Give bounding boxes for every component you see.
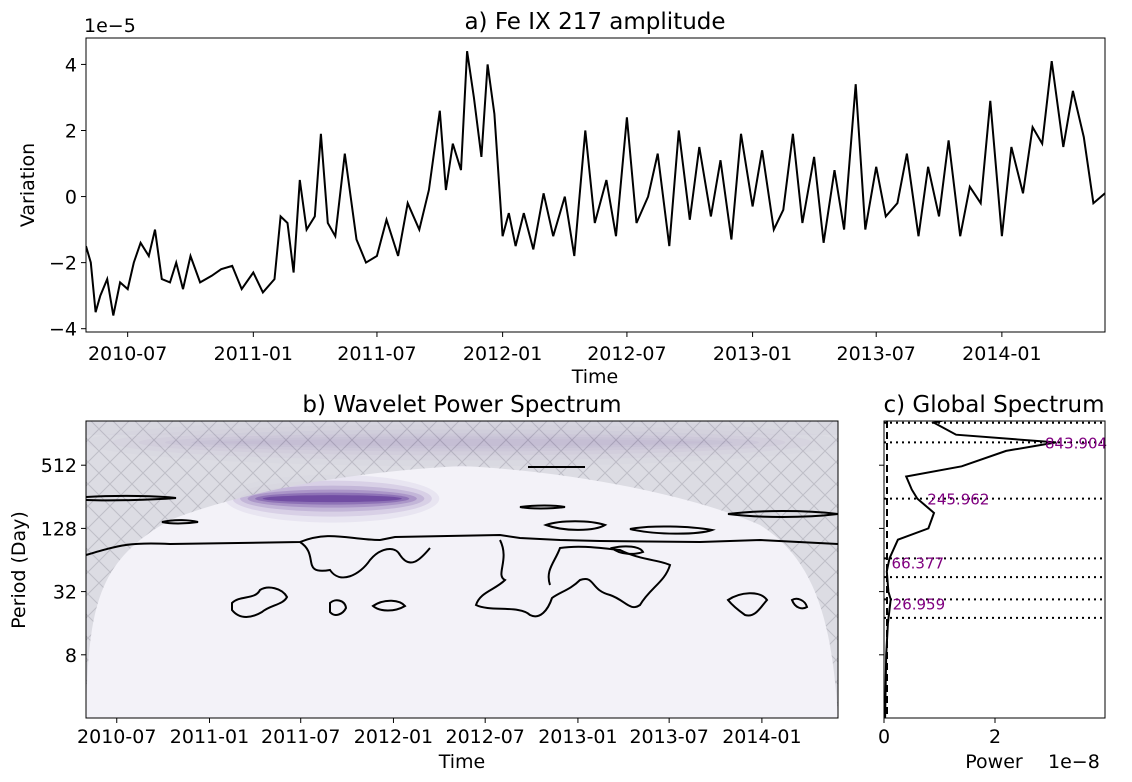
significance-contour bbox=[371, 599, 407, 612]
panel-c-x-label: Power bbox=[965, 751, 1023, 773]
significance-contour bbox=[86, 494, 177, 502]
y-tick-label: 0 bbox=[65, 187, 77, 209]
panel-a-x-label: Time bbox=[571, 366, 619, 388]
y-tick-label: 8 bbox=[65, 645, 77, 667]
x-tick-label: 2014-01 bbox=[722, 726, 801, 748]
panel-a-y-label: Variation bbox=[17, 143, 39, 227]
significance-contour bbox=[519, 504, 566, 510]
x-tick-label: 2011-07 bbox=[261, 726, 340, 748]
power-band-layer bbox=[262, 495, 402, 503]
significance-contour bbox=[86, 533, 838, 556]
global-spectrum-series bbox=[884, 421, 1057, 718]
panel-b-y-ticks: 8 32 128 512 bbox=[41, 455, 86, 667]
significance-contour bbox=[609, 545, 645, 555]
y-tick-label: 512 bbox=[41, 455, 77, 477]
x-tick-label: 2012-07 bbox=[587, 343, 666, 365]
significance-contour bbox=[231, 586, 289, 618]
panel-a-series-line bbox=[86, 51, 1105, 316]
significance-contour bbox=[726, 592, 769, 617]
significance-contour bbox=[161, 519, 199, 525]
y-tick-label: 2 bbox=[65, 120, 77, 142]
x-tick-label: 2013-07 bbox=[837, 343, 916, 365]
x-tick-label: 2011-01 bbox=[214, 343, 293, 365]
cone-of-influence bbox=[86, 421, 838, 718]
panel-a: a) Fe IX 217 amplitude 1e−5 2010-07 2011-… bbox=[17, 9, 1106, 388]
x-tick-label: 2011-01 bbox=[170, 726, 249, 748]
significance-contour bbox=[543, 520, 608, 531]
power-band-layer bbox=[240, 485, 425, 512]
panel-a-axes-frame bbox=[85, 37, 1106, 333]
global-spectrum-line bbox=[884, 421, 1057, 718]
x-tick-label: 2012-01 bbox=[354, 726, 433, 748]
x-tick-label: 2012-07 bbox=[445, 726, 524, 748]
y-tick-label: 32 bbox=[53, 582, 77, 604]
panel-a-offset-text: 1e−5 bbox=[84, 15, 136, 37]
y-tick-label: 4 bbox=[65, 54, 77, 76]
power-band-layer bbox=[255, 492, 410, 505]
significance-contour bbox=[629, 525, 716, 535]
peak-annotation: 66.377 bbox=[892, 554, 945, 572]
x-tick-label: 2013-01 bbox=[713, 343, 792, 365]
panel-b-x-ticks: 2010-07 2011-01 2011-07 2012-01 2012-07 2013-… bbox=[77, 718, 802, 748]
panel-a-title: a) Fe IX 217 amplitude bbox=[464, 9, 725, 35]
panel-a-y-ticks: −4 −2 0 2 4 bbox=[49, 54, 86, 341]
peak-annotation: 26.959 bbox=[893, 595, 946, 613]
power-band-layer bbox=[247, 489, 417, 508]
panel-b: b) Wavelet Power Spectrum bbox=[8, 392, 839, 773]
x-tick-label: 2012-01 bbox=[463, 343, 542, 365]
panel-b-axes-frame bbox=[85, 420, 839, 719]
y-tick-label: −2 bbox=[49, 253, 77, 275]
power-band-layer bbox=[232, 480, 432, 517]
x-tick-label: 2014-01 bbox=[962, 343, 1041, 365]
peak-annotation: 843.904 bbox=[1045, 434, 1107, 452]
peak-period-lines bbox=[884, 421, 1105, 619]
x-tick-label: 0 bbox=[878, 726, 890, 748]
x-tick-label: 2011-07 bbox=[337, 343, 416, 365]
peak-annotations: 843.904 245.962 66.377 26.959 bbox=[892, 434, 1107, 613]
panel-c-y-ticks bbox=[879, 464, 884, 656]
x-tick-label: 2010-07 bbox=[88, 343, 167, 365]
x-tick-label: 2 bbox=[989, 726, 1001, 748]
significance-contours bbox=[86, 466, 838, 618]
y-tick-label: −4 bbox=[49, 319, 77, 341]
significance-contour bbox=[727, 510, 838, 518]
x-tick-label: 2013-01 bbox=[538, 726, 617, 748]
wavelet-power-field bbox=[86, 421, 838, 718]
panel-c-offset-text: 1e−8 bbox=[1048, 751, 1100, 773]
peak-annotation: 245.962 bbox=[927, 491, 989, 509]
significance-contour bbox=[299, 541, 431, 579]
y-tick-label: 128 bbox=[41, 518, 77, 540]
significance-contour bbox=[329, 599, 348, 616]
panel-c-title: c) Global Spectrum bbox=[883, 392, 1104, 418]
variation-series bbox=[86, 51, 1105, 316]
significance-contour bbox=[790, 597, 809, 610]
panel-a-x-ticks: 2010-07 2011-01 2011-07 2012-01 2012-07 2013-… bbox=[88, 332, 1042, 365]
x-tick-label: 2010-07 bbox=[77, 726, 156, 748]
panel-b-y-label: Period (Day) bbox=[8, 511, 30, 629]
panel-b-title: b) Wavelet Power Spectrum bbox=[302, 392, 621, 418]
x-tick-label: 2013-07 bbox=[629, 726, 708, 748]
panel-c: c) Global Spectrum 843.904 245.962 66.377 2… bbox=[878, 392, 1107, 773]
panel-b-x-label: Time bbox=[438, 751, 486, 773]
